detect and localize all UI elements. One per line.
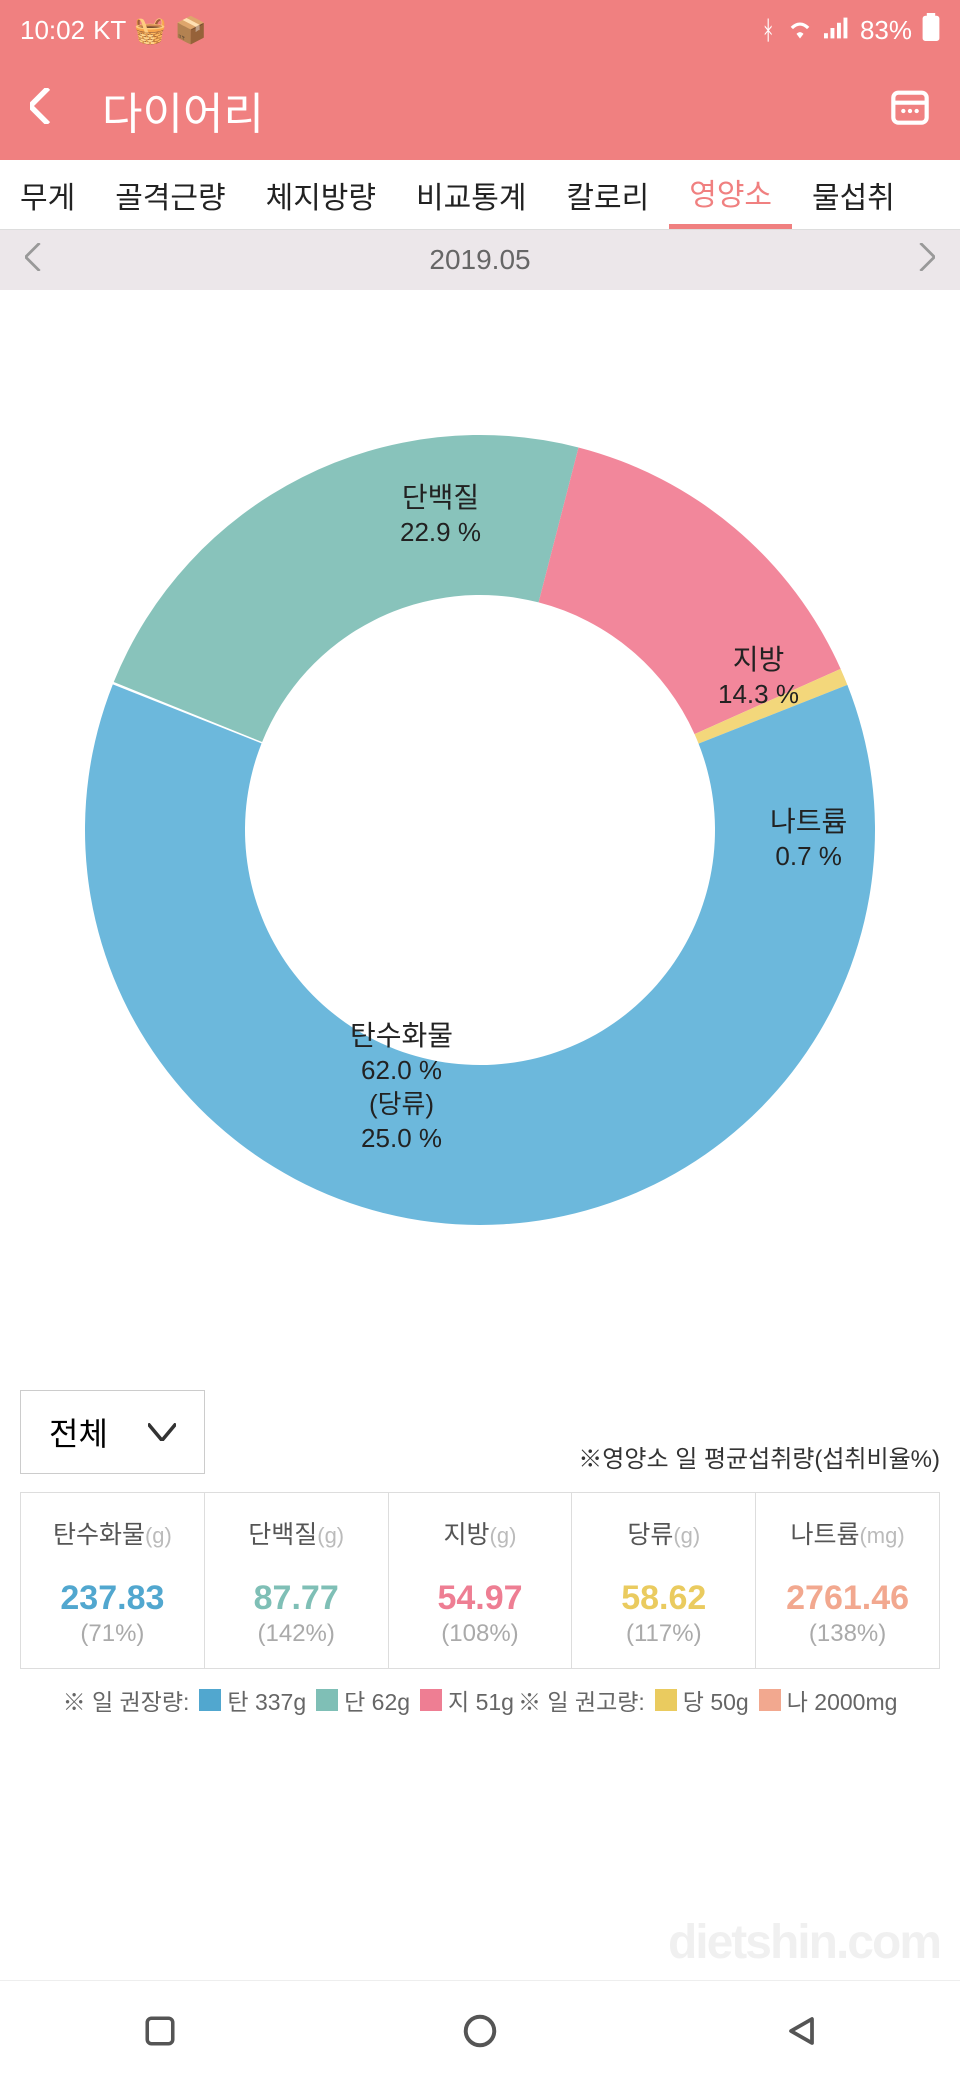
battery-pct: 83% (860, 15, 912, 46)
donut-label-단백질: 단백질22.9 % (400, 480, 481, 550)
tabs: 무게골격근량체지방량비교통계칼로리영양소물섭취 (0, 160, 960, 230)
tab-5[interactable]: 영양소 (669, 160, 792, 229)
recent-apps-button[interactable] (138, 2009, 182, 2053)
donut-label-탄수화물: 탄수화물62.0 %(당류)25.0 % (350, 1018, 453, 1156)
tab-1[interactable]: 골격근량 (95, 160, 245, 229)
meal-filter-dropdown[interactable]: 전체 (20, 1390, 205, 1474)
donut-slice-단백질 (114, 435, 579, 742)
legend-swatch (420, 1689, 442, 1711)
wifi-icon (786, 15, 814, 46)
legend-swatch (199, 1689, 221, 1711)
date-navigator: 2019.05 (0, 230, 960, 290)
nutrient-col-0: 탄수화물(g)237.83(71%) (21, 1493, 205, 1668)
nutrient-table: 탄수화물(g)237.83(71%)단백질(g)87.77(142%)지방(g)… (20, 1492, 940, 1669)
status-carrier: KT (93, 15, 126, 46)
tab-3[interactable]: 비교통계 (396, 160, 546, 229)
app-header: 다이어리 (0, 60, 960, 160)
status-time: 10:02 (20, 15, 85, 46)
page-title: 다이어리 (102, 78, 890, 142)
calendar-button[interactable] (890, 86, 930, 135)
home-button[interactable] (458, 2009, 502, 2053)
nutrient-col-4: 나트륨(mg)2761.46(138%) (756, 1493, 939, 1668)
back-button[interactable] (30, 88, 52, 133)
signal-icon (824, 15, 850, 46)
basket-icon: 🧺 (134, 15, 166, 46)
status-bar: 10:02 KT 🧺 📦 ᚼ 83% (0, 0, 960, 60)
filter-row: 전체 ※영양소 일 평균섭취량(섭취비율%) (20, 1390, 940, 1474)
legend-swatch (655, 1689, 677, 1711)
donut-slice-탄수화물 (85, 684, 875, 1225)
tab-6[interactable]: 물섭취 (792, 160, 915, 229)
recommended-legend: ※ 일 권장량:탄 337g단 62g지 51g ※ 일 권고량:당 50g나 … (20, 1683, 940, 1717)
legend-swatch (316, 1689, 338, 1711)
android-nav-bar (0, 1980, 960, 2080)
donut-label-나트륨: 나트륨0.7 % (770, 804, 847, 874)
nutrient-col-2: 지방(g)54.97(108%) (389, 1493, 573, 1668)
nutrient-col-3: 당류(g)58.62(117%) (572, 1493, 756, 1668)
package-icon: 📦 (175, 15, 207, 46)
tab-2[interactable]: 체지방량 (246, 160, 396, 229)
next-month-button[interactable] (917, 243, 935, 278)
nutrient-col-1: 단백질(g)87.77(142%) (205, 1493, 389, 1668)
tab-4[interactable]: 칼로리 (546, 160, 669, 229)
tab-0[interactable]: 무게 (0, 160, 95, 229)
donut-label-지방: 지방14.3 % (718, 642, 799, 712)
table-note: ※영양소 일 평균섭취량(섭취비율%) (578, 1439, 940, 1474)
date-label: 2019.05 (429, 244, 530, 276)
status-right: ᚼ 83% (760, 13, 940, 48)
nutrient-donut-chart: 단백질22.9 % 지방14.3 % 나트륨0.7 % 탄수화물62.0 %(당류)2… (0, 290, 960, 1370)
dropdown-value: 전체 (49, 1409, 108, 1455)
watermark: dietshin.com (668, 1915, 940, 1970)
battery-icon (922, 13, 940, 48)
prev-month-button[interactable] (25, 243, 43, 278)
android-back-button[interactable] (778, 2009, 822, 2053)
chevron-down-icon (148, 1417, 176, 1448)
bluetooth-icon: ᚼ (760, 15, 776, 46)
legend-swatch (759, 1689, 781, 1711)
status-left: 10:02 KT 🧺 📦 (20, 15, 207, 46)
